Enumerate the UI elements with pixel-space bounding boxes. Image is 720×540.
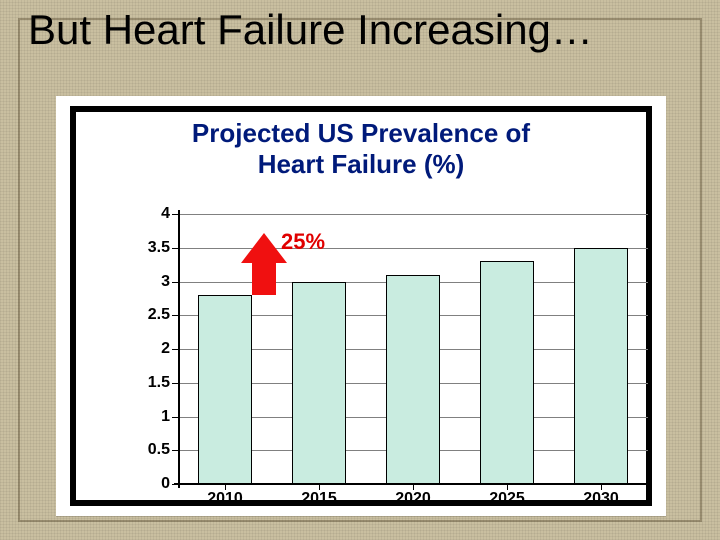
y-tick-label: 1.5 <box>128 374 170 392</box>
y-tick-label: 3 <box>128 273 170 291</box>
x-tick-label: 2030 <box>554 490 648 508</box>
bar <box>292 282 347 485</box>
x-tick-label: 2020 <box>366 490 460 508</box>
x-tick-label: 2025 <box>460 490 554 508</box>
y-tick-label: 2 <box>128 340 170 358</box>
callout-label: 25% <box>281 229 325 255</box>
y-tick-label: 3.5 <box>128 239 170 257</box>
chart-card: Projected US Prevalence of Heart Failure… <box>56 96 666 516</box>
bar <box>198 295 253 484</box>
gridline <box>178 214 648 215</box>
y-tick-label: 4 <box>128 205 170 223</box>
plot-area: 25% <box>178 214 648 484</box>
y-axis <box>178 210 180 488</box>
y-tick-label: 0 <box>128 475 170 493</box>
x-tick-label: 2010 <box>178 490 272 508</box>
bar <box>574 248 629 484</box>
slide-title: But Heart Failure Increasing… <box>28 6 593 54</box>
bar <box>480 261 535 484</box>
bar <box>386 275 441 484</box>
x-tick-label: 2015 <box>272 490 366 508</box>
y-tick-label: 0.5 <box>128 441 170 459</box>
slide: But Heart Failure Increasing… Projected … <box>0 0 720 540</box>
y-tick-label: 2.5 <box>128 306 170 324</box>
y-tick-label: 1 <box>128 408 170 426</box>
chart-title: Projected US Prevalence of Heart Failure… <box>56 118 666 180</box>
